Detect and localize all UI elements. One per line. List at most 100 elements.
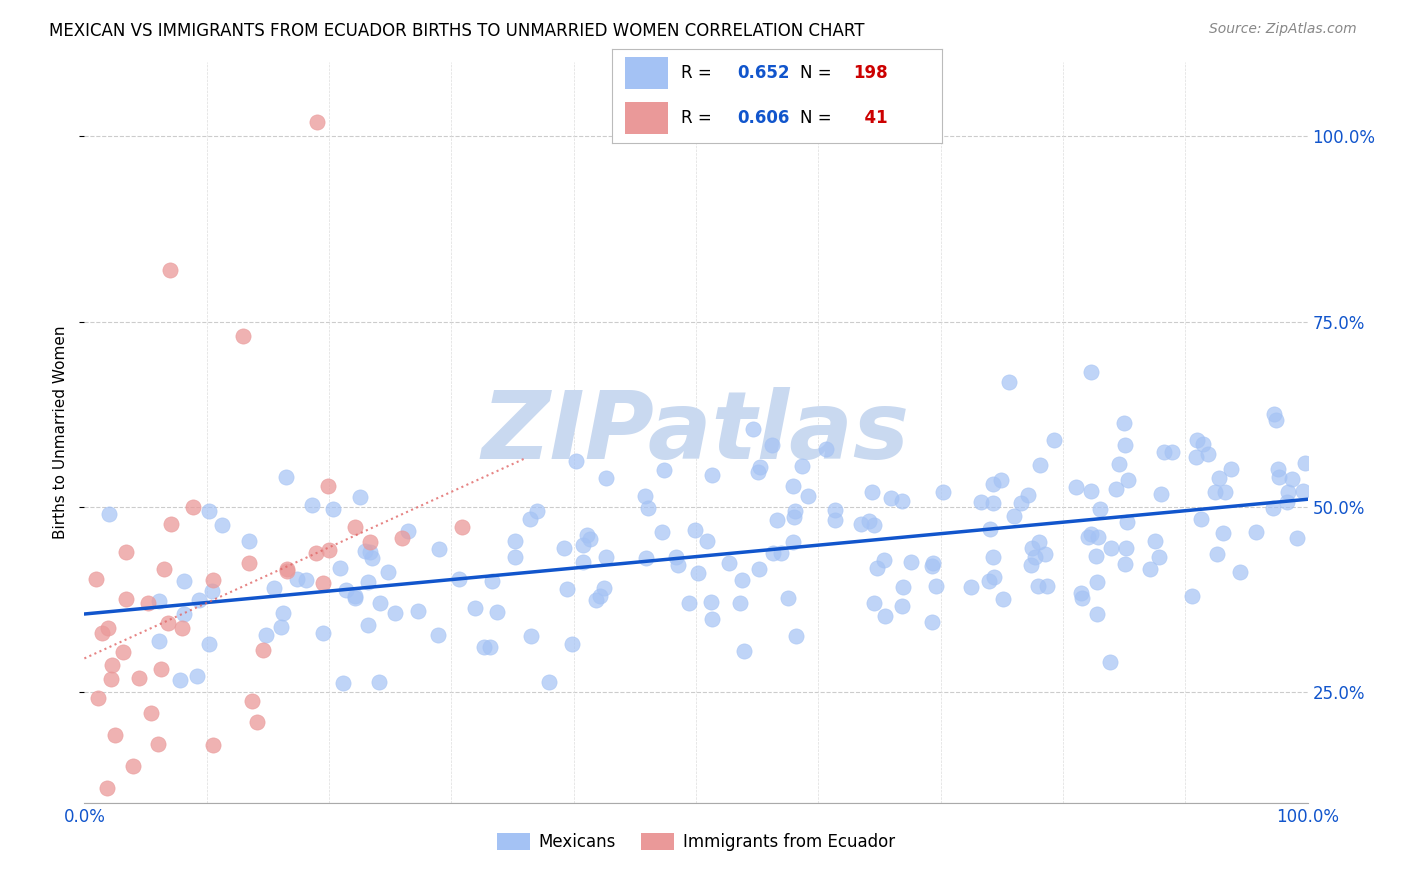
Text: Source: ZipAtlas.com: Source: ZipAtlas.com bbox=[1209, 22, 1357, 37]
Point bbox=[349, 490, 371, 504]
Point bbox=[1088, 501, 1111, 516]
Point bbox=[357, 574, 380, 589]
Y-axis label: Births to Unmarried Women: Births to Unmarried Women bbox=[53, 326, 69, 540]
Point bbox=[359, 545, 381, 559]
Bar bbox=[624, 103, 668, 135]
Point bbox=[747, 465, 769, 479]
Point bbox=[276, 564, 298, 578]
Point bbox=[427, 628, 450, 642]
Point bbox=[1268, 470, 1291, 484]
Point bbox=[1021, 541, 1043, 555]
Point bbox=[153, 562, 176, 576]
Point bbox=[146, 737, 169, 751]
Point bbox=[211, 518, 233, 533]
Point bbox=[305, 114, 328, 128]
Point bbox=[481, 574, 503, 588]
Point bbox=[451, 519, 474, 533]
Point bbox=[593, 581, 616, 595]
Point bbox=[796, 490, 818, 504]
Point bbox=[344, 591, 367, 606]
Point bbox=[1147, 549, 1170, 564]
Point bbox=[981, 477, 1004, 491]
Point bbox=[1161, 445, 1184, 459]
Point bbox=[678, 596, 700, 610]
Point bbox=[1116, 515, 1139, 529]
Point bbox=[1019, 558, 1042, 573]
Point bbox=[900, 555, 922, 569]
Point bbox=[335, 582, 357, 597]
Point bbox=[1267, 462, 1289, 476]
Point bbox=[464, 600, 486, 615]
Point bbox=[761, 438, 783, 452]
Point bbox=[1277, 494, 1299, 508]
Point bbox=[201, 739, 224, 753]
Point bbox=[361, 551, 384, 566]
Point bbox=[173, 607, 195, 622]
Point bbox=[232, 329, 254, 343]
Point bbox=[1112, 416, 1135, 430]
Text: MEXICAN VS IMMIGRANTS FROM ECUADOR BIRTHS TO UNMARRIED WOMEN CORRELATION CHART: MEXICAN VS IMMIGRANTS FROM ECUADOR BIRTH… bbox=[49, 22, 865, 40]
Point bbox=[651, 524, 673, 539]
Point bbox=[1261, 501, 1284, 516]
Point bbox=[858, 514, 880, 528]
Point bbox=[921, 559, 943, 574]
Point bbox=[1229, 565, 1251, 579]
Point bbox=[815, 442, 838, 457]
Point bbox=[1070, 585, 1092, 599]
Point bbox=[990, 473, 1012, 487]
Point bbox=[700, 467, 723, 482]
Point bbox=[1028, 535, 1050, 549]
Point bbox=[1085, 575, 1108, 590]
Point bbox=[1285, 531, 1308, 545]
Point bbox=[979, 522, 1001, 536]
Point bbox=[384, 606, 406, 620]
Point bbox=[344, 589, 367, 603]
Point bbox=[1150, 487, 1173, 501]
Point bbox=[766, 513, 789, 527]
Point bbox=[186, 669, 208, 683]
Point bbox=[1265, 413, 1288, 427]
Point bbox=[114, 544, 136, 558]
Point bbox=[295, 573, 318, 587]
Point bbox=[538, 675, 561, 690]
Point bbox=[731, 574, 754, 588]
Text: 0.652: 0.652 bbox=[737, 64, 790, 82]
Point bbox=[1187, 433, 1209, 447]
Text: N =: N = bbox=[800, 110, 837, 128]
Point bbox=[666, 558, 689, 573]
Point bbox=[238, 533, 260, 548]
Point bbox=[1024, 549, 1046, 564]
Point bbox=[1098, 655, 1121, 669]
Point bbox=[97, 507, 120, 521]
Point bbox=[1277, 485, 1299, 500]
Point bbox=[148, 634, 170, 648]
Point bbox=[485, 605, 508, 619]
Point bbox=[785, 629, 807, 643]
Point bbox=[343, 520, 366, 534]
Point bbox=[561, 637, 583, 651]
Point bbox=[637, 501, 659, 516]
Point bbox=[1212, 525, 1234, 540]
Text: R =: R = bbox=[681, 64, 717, 82]
Point bbox=[520, 629, 543, 643]
Point bbox=[274, 469, 297, 483]
Point bbox=[979, 574, 1001, 589]
Point bbox=[1144, 533, 1167, 548]
Point bbox=[742, 422, 765, 436]
Point bbox=[1208, 471, 1230, 485]
Point bbox=[1085, 607, 1108, 621]
Point bbox=[91, 626, 114, 640]
Point bbox=[998, 375, 1021, 389]
Point bbox=[875, 609, 897, 624]
Point bbox=[1181, 590, 1204, 604]
Point bbox=[503, 550, 526, 565]
Point bbox=[921, 615, 943, 629]
Point bbox=[449, 572, 471, 586]
Text: 198: 198 bbox=[853, 64, 887, 82]
Point bbox=[96, 621, 118, 635]
Point bbox=[198, 503, 221, 517]
Point bbox=[762, 545, 785, 559]
Point bbox=[276, 562, 298, 576]
Point bbox=[1028, 579, 1050, 593]
Point bbox=[270, 620, 292, 634]
